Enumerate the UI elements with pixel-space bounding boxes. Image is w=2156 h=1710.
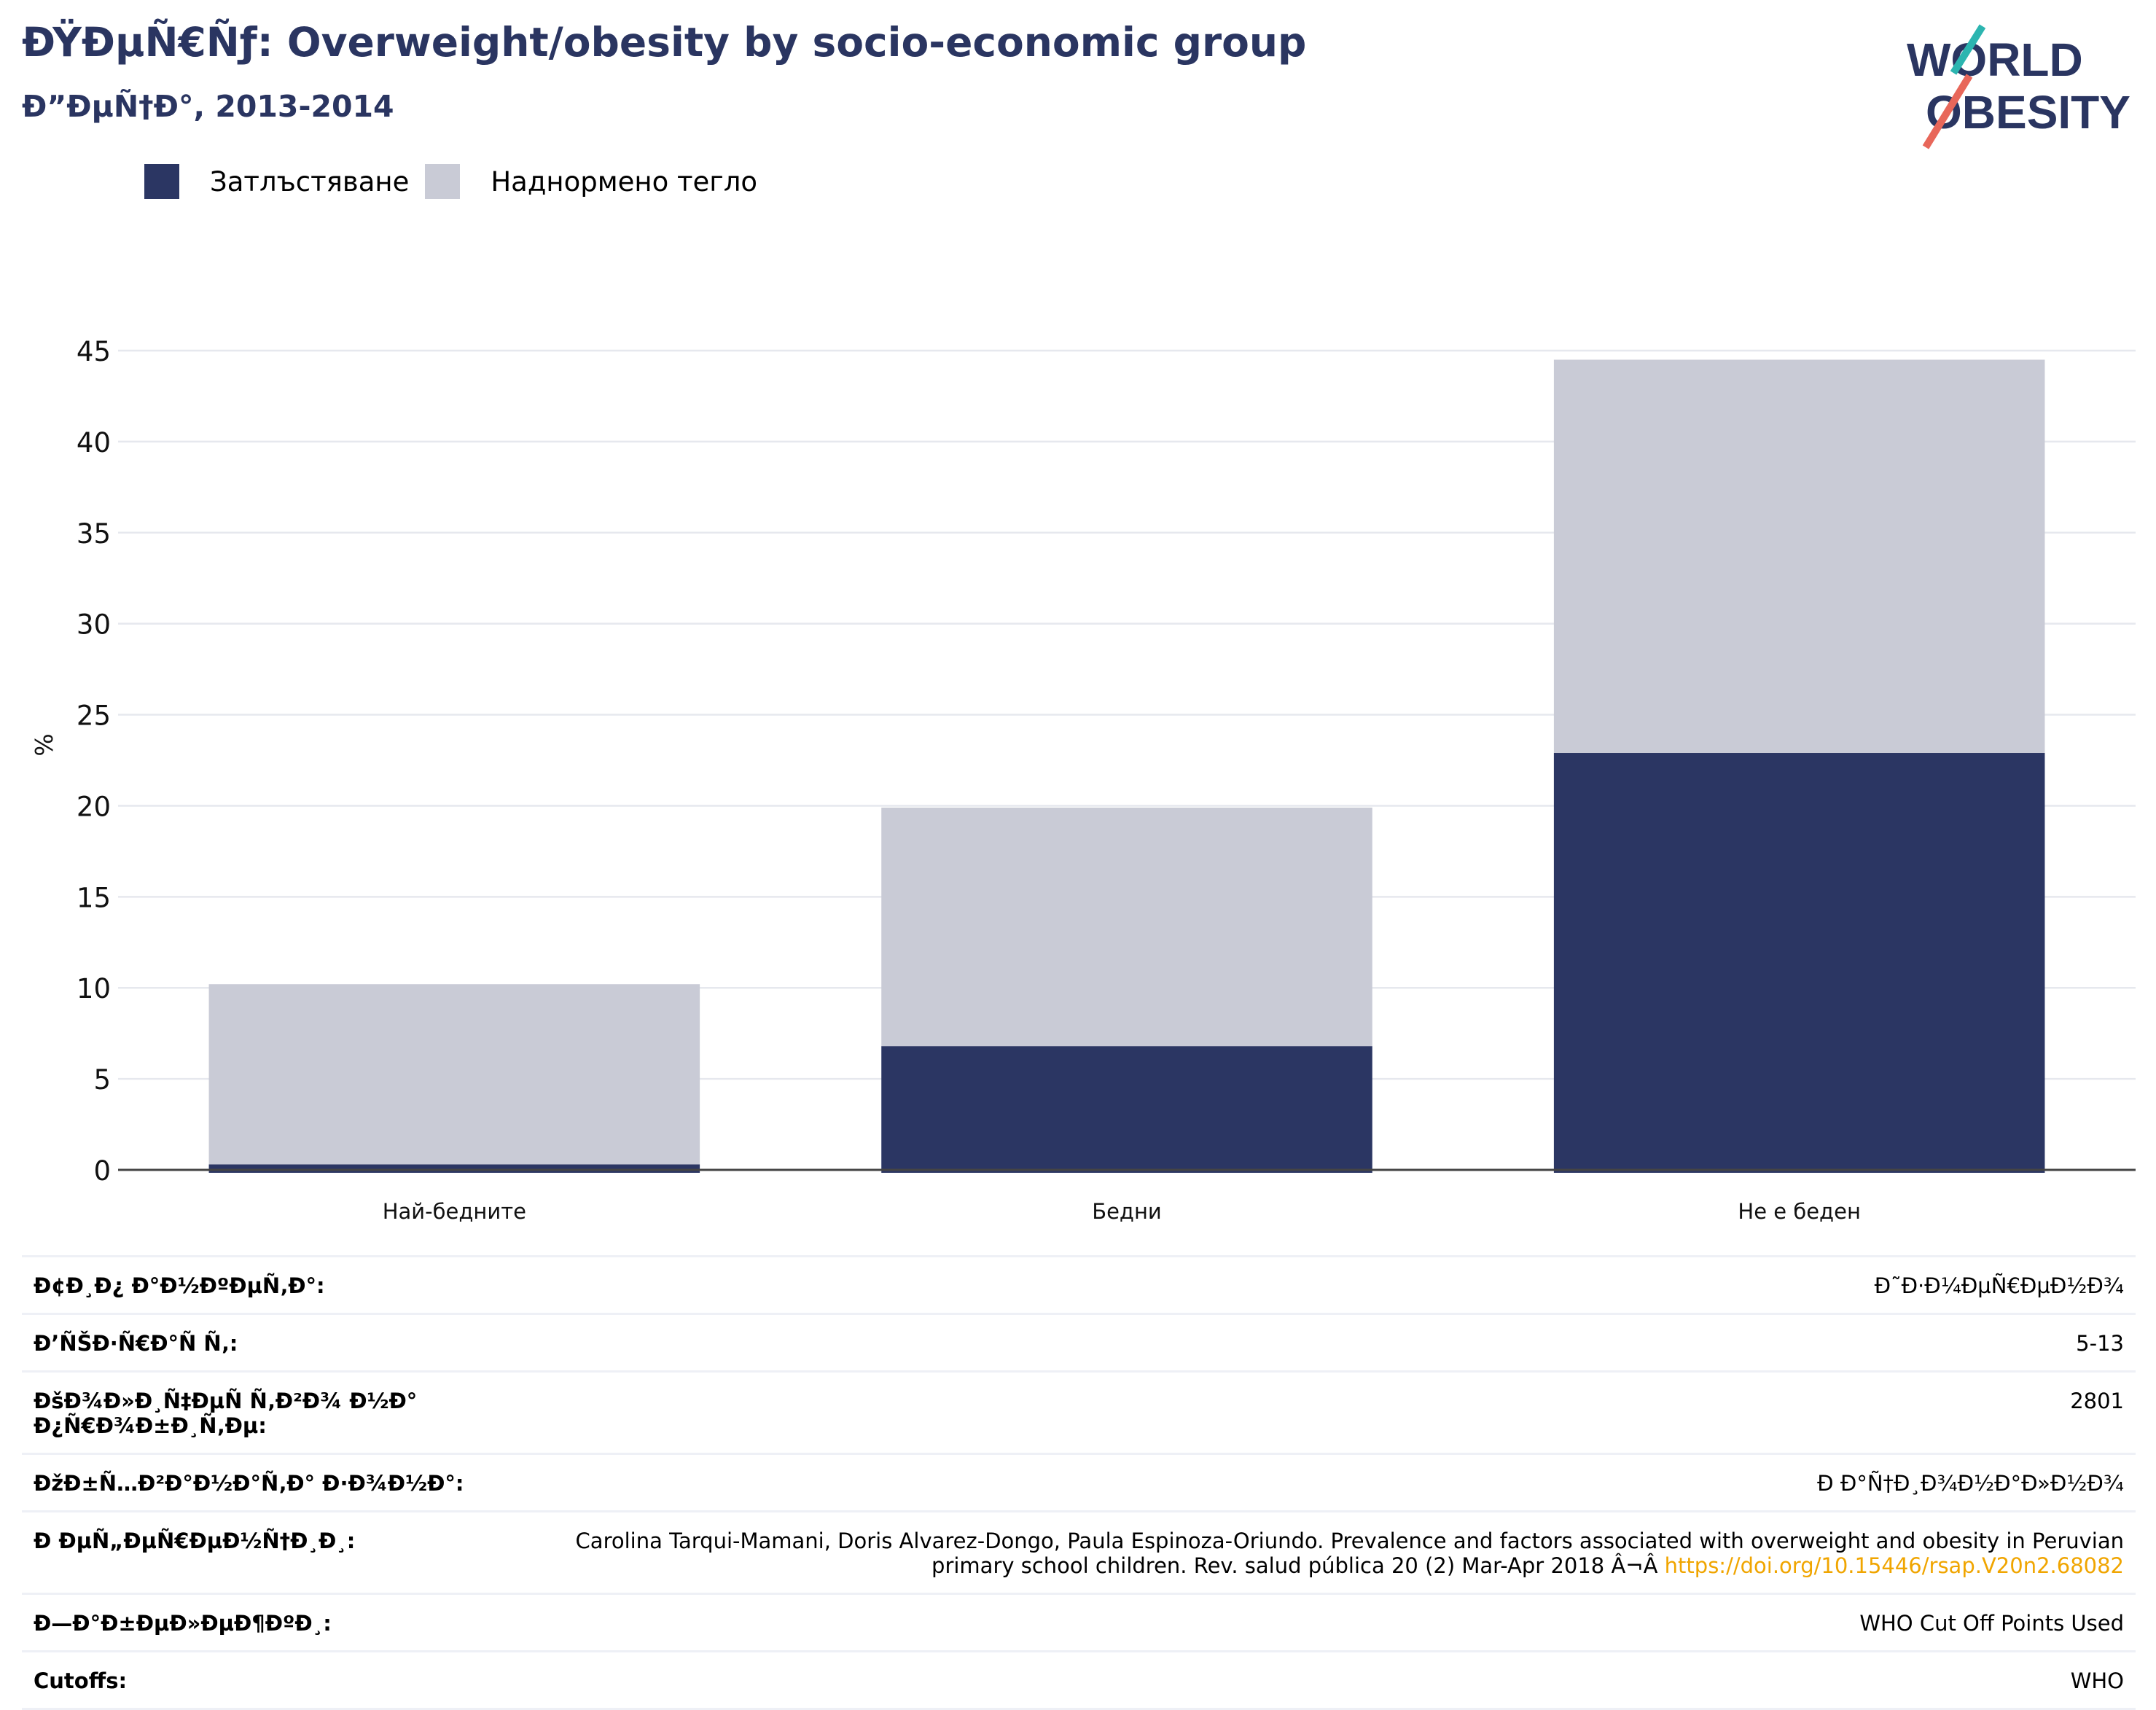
- legend: Затлъстяване Наднормено тегло: [144, 164, 773, 199]
- info-value-text: WHO Cut Off Points Used: [1859, 1611, 2124, 1636]
- info-label: Ð ÐµÑ„ÐµÑ€ÐµÐ½Ñ†Ð¸Ð¸:: [34, 1529, 356, 1553]
- y-tick-label: 40: [77, 427, 111, 458]
- info-value: WHO Cut Off Points Used: [1859, 1611, 2124, 1636]
- bar-chart: 0 5 10 15 20 25 30 35 40 45% Най-бедните Бедни Не е …: [30, 336, 2136, 1224]
- info-label: Ð’ÑŠÐ·Ñ€Ð°Ñ Ñ‚:: [34, 1331, 238, 1356]
- info-row: Ð—Ð°Ð±ÐµÐ»ÐµÐ¶ÐºÐ¸: WHO Cut Off Points Us…: [22, 1593, 2136, 1650]
- x-tick-label: Не е беден: [1738, 1199, 1861, 1224]
- logo-coral-slash: [1922, 74, 1973, 149]
- info-row: Cutoffs: WHO: [22, 1650, 2136, 1710]
- x-tick-label: Бедни: [1092, 1199, 1162, 1224]
- info-value: 2801: [2070, 1389, 2124, 1413]
- info-label: ÐžÐ±Ñ…Ð²Ð°Ð½Ð°Ñ‚Ð° Ð·Ð¾Ð½Ð°:: [34, 1471, 464, 1496]
- info-value: 5-13: [2076, 1331, 2124, 1356]
- chart-title: ÐŸÐµÑ€Ñƒ: Overweight/obesity by socio-ec…: [22, 19, 1307, 66]
- info-row: Ð ÐµÑ„ÐµÑ€ÐµÐ½Ñ†Ð¸Ð¸: Carolina Tarqui-Mam…: [22, 1510, 2136, 1593]
- info-value-text: Ð˜Ð·Ð¼ÐµÑ€ÐµÐ½Ð¾: [1874, 1273, 2124, 1298]
- info-value: Carolina Tarqui-Mamani, Doris Alvarez-Do…: [557, 1529, 2124, 1578]
- bar-overweight: [1553, 359, 2045, 754]
- info-label: Ð¢Ð¸Ð¿ Ð°Ð½ÐºÐµÑ‚Ð°:: [34, 1273, 325, 1298]
- bar-obesity: [208, 1164, 700, 1173]
- reference-link[interactable]: https://doi.org/10.15446/rsap.V20n2.6808…: [1664, 1553, 2124, 1578]
- legend-swatch-obesity: [144, 164, 179, 199]
- y-tick-label: 0: [93, 1155, 111, 1187]
- chart-subtitle: Ð”ÐµÑ†Ð°, 2013-2014: [22, 89, 394, 124]
- y-tick-label: 30: [77, 609, 111, 641]
- y-tick-label: 5: [93, 1064, 111, 1096]
- legend-item-obesity: Затлъстяване: [144, 164, 409, 199]
- y-tick-label: 15: [77, 882, 111, 913]
- y-axis-label: %: [30, 733, 58, 756]
- legend-item-overweight: Наднормено тегло: [425, 164, 757, 199]
- legend-label-obesity: Затлъстяване: [210, 165, 410, 198]
- info-value-text: WHO: [2070, 1668, 2124, 1693]
- info-label: Cutoffs:: [34, 1668, 128, 1693]
- x-tick-label: Най-бедните: [383, 1199, 526, 1224]
- legend-swatch-overweight: [425, 164, 461, 199]
- info-value-text: Carolina Tarqui-Mamani, Doris Alvarez-Do…: [575, 1529, 2124, 1578]
- info-value-text: 5-13: [2076, 1331, 2124, 1356]
- info-row: ÐžÐ±Ñ…Ð²Ð°Ð½Ð°Ñ‚Ð° Ð·Ð¾Ð½Ð°: Ð Ð°Ñ†Ð¸Ð¾Ð½…: [22, 1453, 2136, 1510]
- bar-obesity: [881, 1046, 1372, 1173]
- info-value-text: 2801: [2070, 1389, 2124, 1413]
- logo-line1: WORLD: [1907, 34, 2083, 86]
- info-value: Ð˜Ð·Ð¼ÐµÑ€ÐµÐ½Ð¾: [1875, 1273, 2124, 1298]
- info-value: Ð Ð°Ñ†Ð¸Ð¾Ð½Ð°Ð»Ð½Ð¾: [1817, 1471, 2124, 1496]
- info-value-text: Ð Ð°Ñ†Ð¸Ð¾Ð½Ð°Ð»Ð½Ð¾: [1817, 1471, 2124, 1496]
- bar-overweight: [881, 807, 1372, 1047]
- y-tick-label: 10: [77, 973, 111, 1004]
- info-label: ÐšÐ¾Ð»Ð¸Ñ‡ÐµÑ Ñ‚Ð²Ð¾ Ð½Ð° Ð¿Ñ€Ð¾Ð±Ð¸Ñ‚Ðµ…: [34, 1389, 418, 1438]
- info-row: Ð¢Ð¸Ð¿ Ð°Ð½ÐºÐµÑ‚Ð°: Ð˜Ð·Ð¼ÐµÑ€ÐµÐ½Ð¾: [22, 1255, 2136, 1313]
- y-tick-label: 45: [77, 336, 111, 367]
- bar-obesity: [1553, 753, 2045, 1173]
- world-obesity-logo: WORLD OBESITY: [1907, 24, 2130, 149]
- y-tick-label: 35: [77, 518, 111, 550]
- info-label: Ð—Ð°Ð±ÐµÐ»ÐµÐ¶ÐºÐ¸:: [34, 1611, 332, 1636]
- info-value: WHO: [2071, 1668, 2124, 1693]
- legend-label-overweight: Наднормено тегло: [491, 165, 758, 198]
- y-tick-label: 20: [77, 791, 111, 822]
- info-row: Ð’ÑŠÐ·Ñ€Ð°Ñ Ñ‚: 5-13: [22, 1313, 2136, 1370]
- info-row: ÐšÐ¾Ð»Ð¸Ñ‡ÐµÑ Ñ‚Ð²Ð¾ Ð½Ð° Ð¿Ñ€Ð¾Ð±Ð¸Ñ‚Ðµ…: [22, 1370, 2136, 1453]
- bar-overweight: [208, 984, 700, 1165]
- y-tick-label: 25: [77, 700, 111, 732]
- info-table: Ð¢Ð¸Ð¿ Ð°Ð½ÐºÐµÑ‚Ð°: Ð˜Ð·Ð¼ÐµÑ€ÐµÐ½Ð¾ Ð’ÑŠ…: [22, 1255, 2136, 1710]
- logo-teal-slash: [1950, 24, 1986, 75]
